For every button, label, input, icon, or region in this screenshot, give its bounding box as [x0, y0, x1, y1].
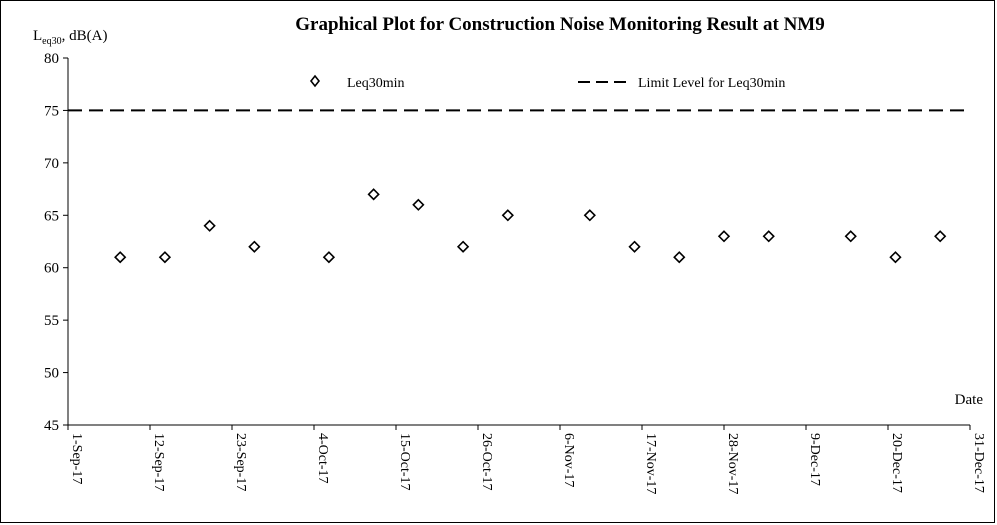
data-point — [248, 240, 261, 253]
x-tick-label: 15-Oct-17 — [397, 433, 412, 491]
x-tick-label: 1-Sep-17 — [69, 433, 84, 484]
y-axis-label-suffix: , dB(A) — [62, 28, 108, 44]
y-tick-label: 75 — [44, 103, 59, 119]
legend-marker-leq30min — [309, 74, 321, 88]
data-point — [501, 209, 514, 222]
y-tick-label: 45 — [44, 418, 59, 434]
x-tick-label: 23-Sep-17 — [233, 433, 248, 491]
x-tick-label: 4-Oct-17 — [315, 433, 330, 484]
y-tick-label: 60 — [44, 261, 59, 277]
x-tick-label: 26-Oct-17 — [479, 433, 494, 491]
data-point — [583, 209, 596, 222]
data-point — [114, 251, 127, 264]
x-tick-label: 6-Nov-17 — [561, 433, 576, 487]
data-point — [889, 251, 902, 264]
legend-label-leq30min: Leq30min — [347, 76, 405, 91]
y-ticks: 45 50 55 60 65 70 75 80 — [44, 51, 68, 434]
chart-title: Graphical Plot for Construction Noise Mo… — [295, 14, 825, 35]
x-axis-label: Date — [955, 392, 984, 408]
data-points — [114, 188, 947, 264]
data-point — [673, 251, 686, 264]
data-point — [628, 240, 641, 253]
data-point — [717, 230, 731, 243]
axes — [67, 58, 970, 426]
data-point — [844, 230, 857, 243]
data-point — [322, 251, 336, 264]
y-tick-label: 80 — [44, 51, 59, 67]
x-ticks: 1-Sep-17 12-Sep-17 23-Sep-17 4-Oct-17 15-Oct… — [67, 425, 986, 494]
x-tick-label: 31-Dec-17 — [971, 433, 986, 493]
y-tick-label: 50 — [44, 366, 59, 382]
data-point — [934, 230, 947, 243]
x-tick-label: 28-Nov-17 — [725, 433, 740, 494]
data-point — [456, 240, 470, 253]
y-axis-label-main: L — [33, 28, 42, 44]
x-tick-label: 17-Nov-17 — [643, 433, 658, 494]
data-point — [762, 230, 775, 243]
x-tick-label: 12-Sep-17 — [151, 433, 166, 491]
x-tick-label: 9-Dec-17 — [807, 433, 822, 486]
y-axis-label: Leq30, dB(A) — [33, 28, 107, 47]
y-tick-label: 65 — [44, 208, 59, 224]
legend: Leq30min Limit Level for Leq30min — [309, 74, 785, 91]
y-tick-label: 70 — [44, 156, 59, 172]
data-point — [367, 188, 380, 201]
y-tick-label: 55 — [44, 313, 59, 329]
x-tick-label: 20-Dec-17 — [889, 433, 904, 493]
y-axis-label-subscript: eq30 — [42, 36, 61, 47]
data-point — [203, 219, 216, 232]
data-point — [412, 198, 425, 211]
data-point — [158, 251, 172, 264]
legend-label-limit: Limit Level for Leq30min — [638, 76, 785, 91]
